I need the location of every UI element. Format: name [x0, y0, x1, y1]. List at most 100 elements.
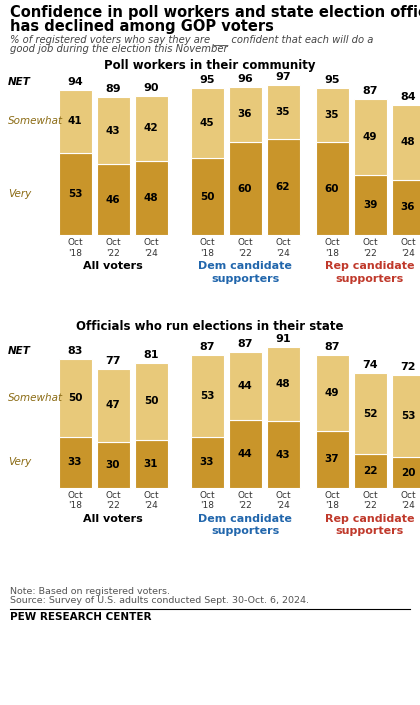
Text: Confidence in poll workers and state election officials: Confidence in poll workers and state ele… — [10, 5, 420, 20]
Text: 35: 35 — [276, 107, 290, 117]
Text: 96: 96 — [237, 73, 253, 84]
Bar — [267, 140, 299, 235]
Text: Poll workers in their community: Poll workers in their community — [104, 59, 316, 72]
Text: 90: 90 — [143, 83, 159, 93]
Bar — [97, 164, 129, 235]
Text: Very: Very — [8, 189, 31, 200]
Text: Oct
'22: Oct '22 — [237, 238, 253, 258]
Bar — [391, 180, 420, 235]
Text: 44: 44 — [238, 449, 252, 459]
Bar — [391, 457, 420, 488]
Text: NET: NET — [8, 346, 31, 357]
Text: Officials who run elections in their state: Officials who run elections in their sta… — [76, 320, 344, 333]
Text: 35: 35 — [325, 110, 339, 121]
Bar — [315, 88, 349, 142]
Text: 91: 91 — [275, 334, 291, 344]
Text: 52: 52 — [363, 409, 377, 419]
Text: Oct
'22: Oct '22 — [362, 491, 378, 510]
Text: NET: NET — [8, 77, 31, 87]
Text: Oct
'18: Oct '18 — [324, 238, 340, 258]
Text: 39: 39 — [363, 200, 377, 210]
Text: All voters: All voters — [83, 262, 143, 271]
Text: 33: 33 — [200, 458, 214, 467]
Bar — [228, 420, 262, 488]
Text: Dem candidate
supporters: Dem candidate supporters — [198, 262, 292, 283]
Text: 95: 95 — [199, 75, 215, 85]
Text: 48: 48 — [401, 137, 415, 147]
Text: Oct
'18: Oct '18 — [324, 491, 340, 510]
Bar — [191, 158, 223, 235]
Text: 37: 37 — [325, 455, 339, 465]
Text: has declined among GOP voters: has declined among GOP voters — [10, 19, 274, 34]
Text: 41: 41 — [68, 116, 82, 126]
Text: Somewhat: Somewhat — [8, 393, 63, 403]
Text: All voters: All voters — [83, 514, 143, 524]
Text: 43: 43 — [106, 125, 120, 136]
Bar — [134, 96, 168, 161]
Text: 45: 45 — [200, 118, 214, 128]
Text: PEW RESEARCH CENTER: PEW RESEARCH CENTER — [10, 612, 152, 622]
Text: 50: 50 — [144, 396, 158, 406]
Text: 46: 46 — [106, 195, 120, 204]
Text: Oct
'24: Oct '24 — [400, 238, 416, 258]
Text: 50: 50 — [200, 192, 214, 202]
Text: 81: 81 — [143, 350, 159, 360]
Text: 60: 60 — [325, 184, 339, 194]
Bar — [267, 85, 299, 140]
Bar — [191, 88, 223, 158]
Bar — [228, 352, 262, 420]
Text: 43: 43 — [276, 450, 290, 460]
Text: Oct
'24: Oct '24 — [400, 491, 416, 510]
Bar — [315, 142, 349, 235]
Text: Dem candidate
supporters: Dem candidate supporters — [198, 514, 292, 537]
Bar — [191, 355, 223, 437]
Text: 60: 60 — [238, 184, 252, 194]
Bar — [58, 153, 92, 235]
Text: 72: 72 — [400, 362, 416, 372]
Bar — [354, 454, 386, 488]
Text: 95: 95 — [324, 75, 340, 85]
Text: Note: Based on registered voters.: Note: Based on registered voters. — [10, 587, 170, 596]
Text: 87: 87 — [199, 342, 215, 352]
Bar — [267, 347, 299, 422]
Bar — [58, 437, 92, 488]
Bar — [58, 90, 92, 153]
Text: Oct
'18: Oct '18 — [199, 491, 215, 510]
Text: 53: 53 — [401, 411, 415, 421]
Text: Oct
'24: Oct '24 — [143, 238, 159, 258]
Text: Oct
'22: Oct '22 — [237, 491, 253, 510]
Text: 83: 83 — [67, 346, 83, 357]
Text: 33: 33 — [68, 458, 82, 467]
Text: 20: 20 — [401, 467, 415, 477]
Bar — [354, 374, 386, 454]
Text: 87: 87 — [324, 342, 340, 352]
Text: 36: 36 — [238, 109, 252, 119]
Text: Oct
'24: Oct '24 — [275, 238, 291, 258]
Text: 87: 87 — [362, 86, 378, 96]
Bar — [315, 355, 349, 431]
Bar — [191, 437, 223, 488]
Text: Rep candidate
supporters: Rep candidate supporters — [325, 262, 415, 283]
Text: 44: 44 — [238, 381, 252, 391]
Bar — [97, 369, 129, 441]
Text: 49: 49 — [325, 388, 339, 398]
Bar — [391, 105, 420, 180]
Text: 31: 31 — [144, 459, 158, 469]
Text: Oct
'22: Oct '22 — [362, 238, 378, 258]
Text: 30: 30 — [106, 460, 120, 470]
Text: 48: 48 — [276, 379, 290, 389]
Text: 62: 62 — [276, 183, 290, 192]
Text: Oct
'18: Oct '18 — [67, 491, 83, 510]
Bar — [228, 142, 262, 235]
Text: 22: 22 — [363, 466, 377, 476]
Text: 89: 89 — [105, 85, 121, 94]
Text: Oct
'18: Oct '18 — [67, 238, 83, 258]
Bar — [354, 175, 386, 235]
Text: 36: 36 — [401, 202, 415, 212]
Text: 97: 97 — [275, 72, 291, 82]
Text: Oct
'22: Oct '22 — [105, 238, 121, 258]
Bar — [134, 362, 168, 440]
Text: Oct
'22: Oct '22 — [105, 491, 121, 510]
Text: 74: 74 — [362, 360, 378, 370]
Text: 87: 87 — [237, 338, 253, 349]
